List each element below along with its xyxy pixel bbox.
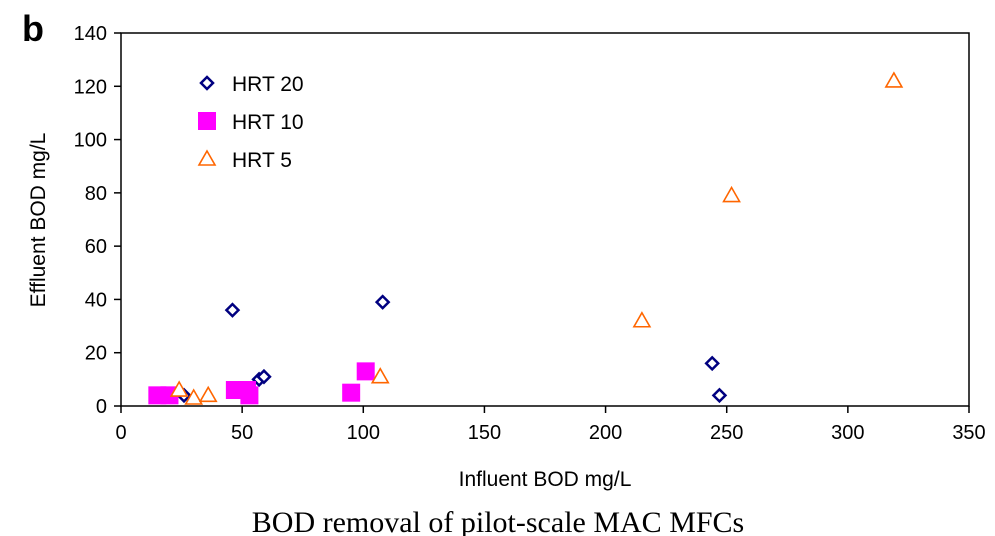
point-hrt-20 <box>256 368 272 385</box>
y-axis: 0 20 40 60 80 100 120 140 <box>74 23 121 418</box>
panel-label: b <box>22 8 44 49</box>
point-hrt-20 <box>224 302 241 318</box>
point-hrt-5 <box>632 311 652 328</box>
point-hrt-5 <box>169 380 189 397</box>
x-tick-label: 0 <box>115 422 126 444</box>
point-hrt-10 <box>342 383 361 402</box>
legend-marker-hrt-20 <box>199 75 215 91</box>
x-tick-label: 50 <box>231 422 253 444</box>
point-hrt-20 <box>704 355 720 372</box>
legend-marker-hrt-5 <box>197 149 217 166</box>
point-hrt-10 <box>356 362 375 381</box>
point-hrt-5 <box>722 185 741 203</box>
x-tick-label: 300 <box>831 422 864 444</box>
point-hrt-5 <box>198 385 218 403</box>
data-points <box>148 71 904 405</box>
point-hrt-5 <box>184 388 204 405</box>
x-tick-label: 200 <box>589 422 622 444</box>
y-tick-label: 20 <box>85 343 107 365</box>
legend-label-hrt-10: HRT 10 <box>232 111 304 134</box>
y-tick-label: 140 <box>74 23 107 45</box>
x-tick-label: 250 <box>710 422 743 444</box>
y-tick-label: 100 <box>74 130 107 152</box>
legend-marker-hrt-10 <box>198 112 216 130</box>
y-tick-label: 120 <box>74 76 107 98</box>
point-hrt-20 <box>374 294 391 310</box>
y-tick-label: 40 <box>85 289 107 311</box>
y-tick-label: 80 <box>85 183 107 205</box>
point-hrt-5 <box>370 367 390 384</box>
y-axis-label: Effluent BOD mg/L <box>27 133 50 308</box>
plot-area <box>120 32 970 407</box>
figure-caption: BOD removal of pilot-scale MAC MFCs <box>252 506 744 536</box>
legend-label-hrt-20: HRT 20 <box>232 73 304 96</box>
legend-label-hrt-5: HRT 5 <box>232 149 292 172</box>
x-tick-label: 100 <box>347 422 380 444</box>
point-hrt-20 <box>711 387 728 404</box>
legend: HRT 20 HRT 10 HRT 5 <box>197 73 304 172</box>
y-tick-label: 0 <box>96 396 107 418</box>
x-axis-label: Influent BOD mg/L <box>459 468 632 491</box>
y-tick-label: 60 <box>85 236 107 258</box>
x-tick-label: 350 <box>952 422 985 444</box>
x-axis: 0 50 100 150 200 250 300 350 <box>115 406 986 444</box>
x-tick-label: 150 <box>468 422 501 444</box>
point-hrt-10 <box>240 386 259 405</box>
point-hrt-5 <box>884 71 904 88</box>
